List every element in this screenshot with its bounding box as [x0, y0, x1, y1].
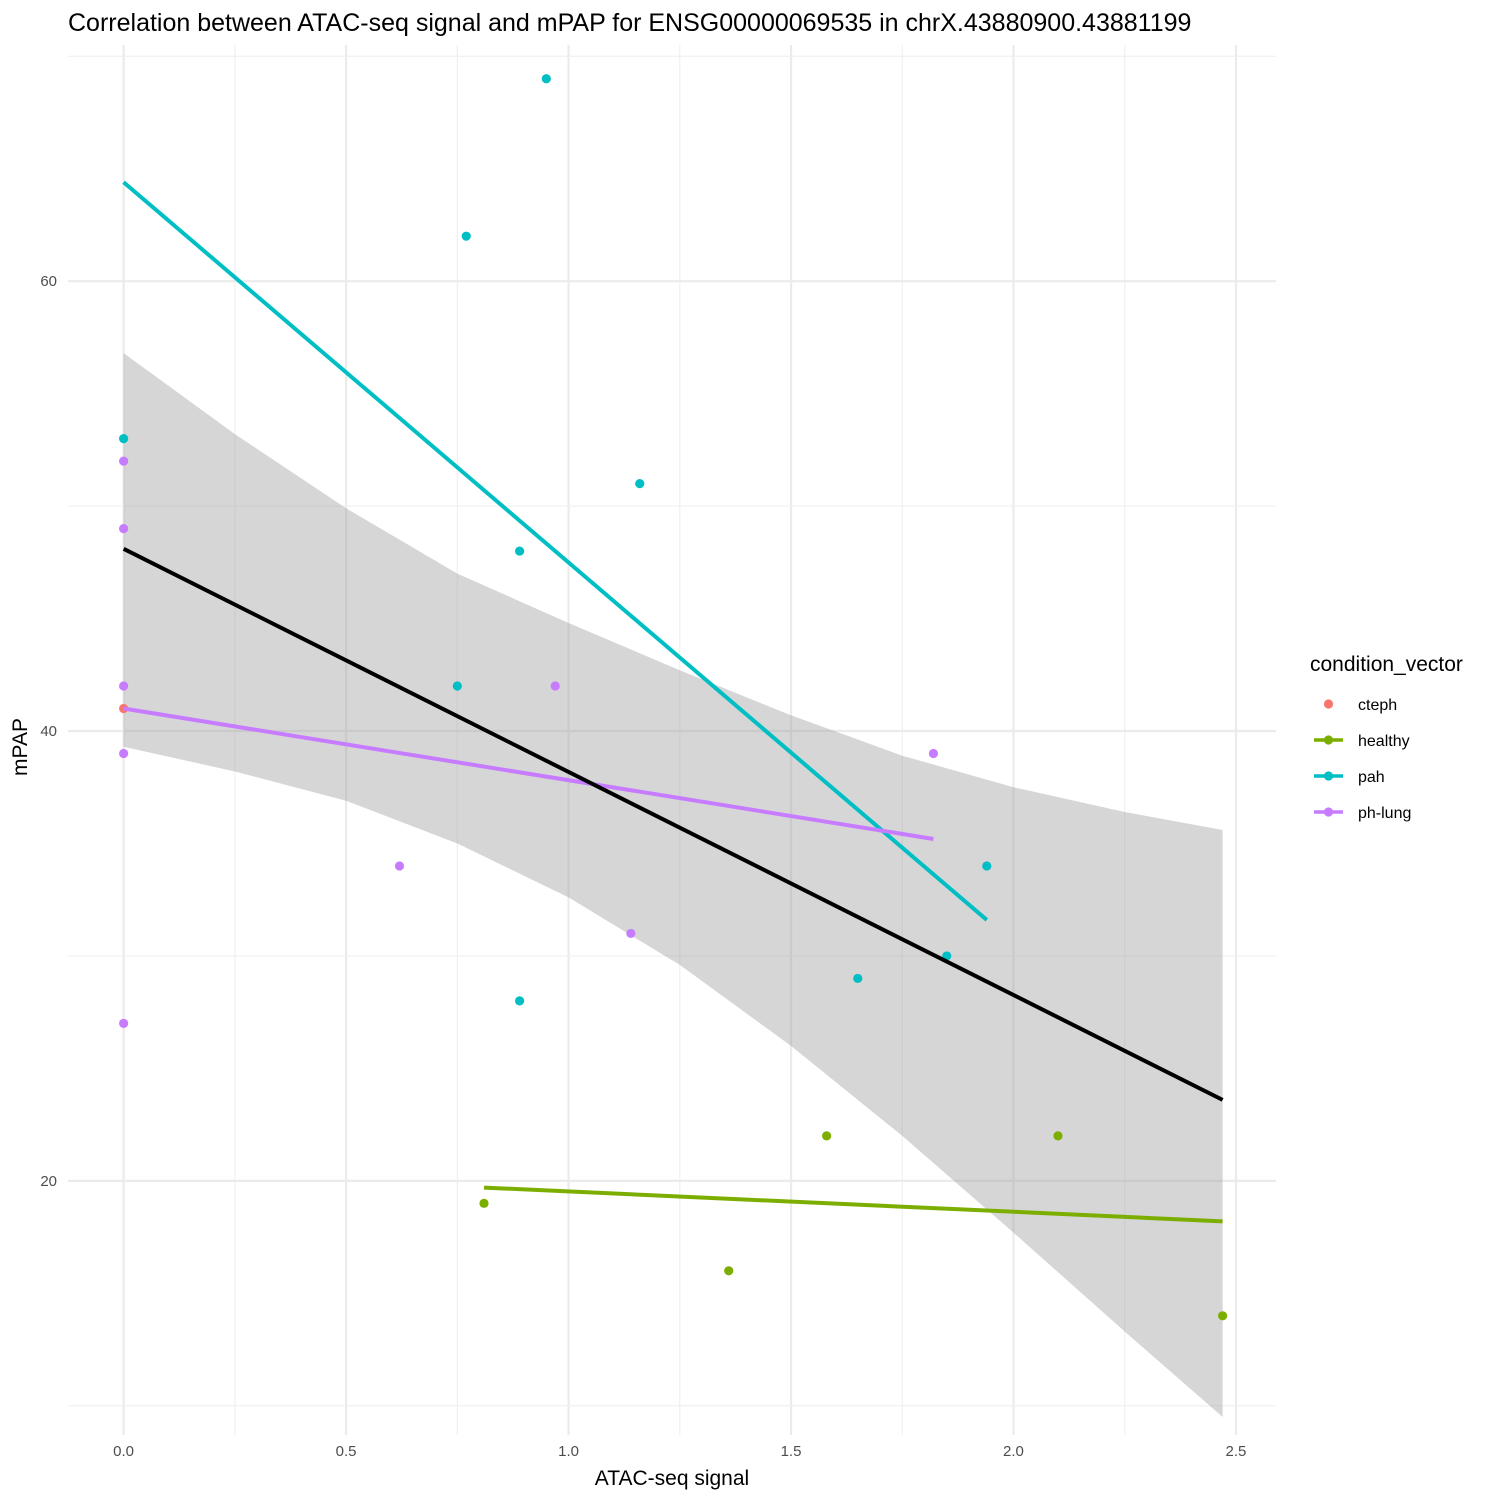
legend-label-cteph: cteph: [1358, 697, 1397, 714]
confidence-band-layer: [123, 353, 1223, 1418]
x-axis-ticks: 0.0 0.5 1.0 1.5 2.0 2.5: [113, 1443, 1246, 1460]
legend-label-ph-lung: ph-lung: [1358, 805, 1411, 822]
point-pah: [635, 478, 645, 489]
fit-lines-layer: [122, 180, 1224, 1224]
x-tick-label: 1.5: [781, 1443, 802, 1460]
legend-key-point-pah: [1323, 771, 1334, 781]
point-ph-lung: [626, 928, 636, 939]
point-healthy: [822, 1131, 832, 1141]
point-ph-lung: [119, 456, 129, 466]
point-pah: [982, 861, 992, 871]
grid: [68, 45, 1276, 1435]
point-ph-lung: [394, 861, 405, 871]
fit-line-healthy: [483, 1185, 1223, 1224]
legend-key-point-ph-lung: [1323, 807, 1334, 817]
points-layer: [119, 74, 1228, 1321]
point-pah: [515, 546, 525, 556]
y-axis-label: mPAP: [9, 718, 32, 776]
point-ph-lung: [119, 748, 129, 759]
point-pah: [853, 973, 863, 984]
legend-key-point-healthy: [1323, 735, 1334, 745]
x-tick-label: 2.5: [1226, 1443, 1247, 1460]
point-healthy: [479, 1198, 489, 1208]
legend-label-healthy: healthy: [1358, 733, 1410, 750]
x-tick-label: 0.0: [113, 1443, 134, 1460]
point-healthy: [1053, 1131, 1063, 1141]
x-tick-label: 0.5: [336, 1443, 357, 1460]
point-pah: [541, 74, 551, 84]
y-axis-ticks: 20 40 60: [40, 273, 57, 1190]
point-ph-lung: [550, 681, 560, 691]
fit-line-ph-lung: [123, 706, 934, 841]
legend-key-point-cteph: [1323, 699, 1334, 709]
point-healthy: [1218, 1311, 1228, 1321]
point-ph-lung: [119, 523, 129, 534]
point-healthy: [724, 1266, 734, 1276]
point-pah: [461, 231, 471, 241]
x-tick-label: 1.0: [558, 1443, 579, 1460]
x-axis-label: ATAC-seq signal: [595, 1467, 749, 1490]
legend-label-pah: pah: [1358, 769, 1385, 786]
point-pah: [119, 434, 129, 444]
point-pah: [515, 996, 525, 1006]
point-ph-lung: [119, 1018, 129, 1028]
point-pah: [452, 681, 462, 691]
y-tick-label: 60: [40, 273, 57, 290]
x-tick-label: 2.0: [1003, 1443, 1024, 1460]
legend: condition_vector cteph healthy pah ph-lung: [1310, 653, 1463, 822]
overall-fit-line: [122, 547, 1224, 1102]
fit-line-pah: [122, 180, 989, 922]
y-tick-label: 40: [40, 723, 57, 740]
point-ph-lung: [928, 748, 938, 759]
chart-title: Correlation between ATAC-seq signal and …: [68, 9, 1191, 37]
point-ph-lung: [119, 681, 129, 691]
legend-title: condition_vector: [1310, 653, 1463, 676]
y-tick-label: 20: [40, 1173, 57, 1190]
confidence-band: [123, 353, 1223, 1418]
